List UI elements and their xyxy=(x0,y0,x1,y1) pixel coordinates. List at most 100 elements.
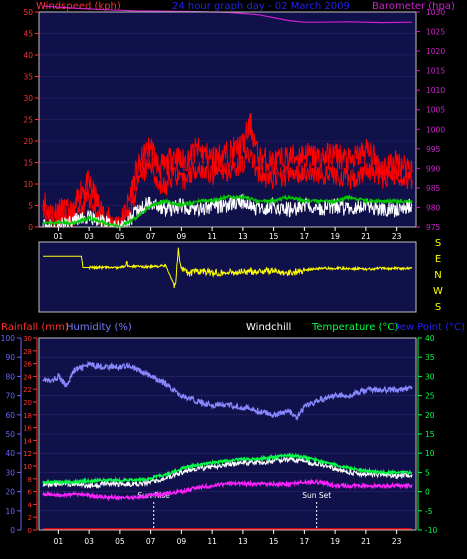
humidity-header: Humidity (%) xyxy=(66,322,132,333)
temperature-tick-label: 25 xyxy=(425,392,435,401)
temp-time-tick-label: 05 xyxy=(115,537,125,546)
rainfall-header: Rainfall (mm) xyxy=(1,322,69,333)
direction-panel-series xyxy=(43,247,413,289)
humidity-line xyxy=(42,360,413,422)
barometer-axis: 975 980 985 990 995 1000 1005 1010 1015 1020 1025 1… xyxy=(416,8,445,232)
rainfall-tick-label: 14 xyxy=(23,437,32,445)
wind-time-tick-label: 03 xyxy=(84,232,94,241)
barometer-tick-label: 990 xyxy=(426,164,441,173)
barometer-tick-label: 980 xyxy=(426,203,441,212)
rainfall-tick-label: 10 xyxy=(23,463,32,471)
temp-time-tick-label: 09 xyxy=(177,537,187,546)
compass-label: N xyxy=(434,270,441,281)
humidity-tick-label: 60 xyxy=(5,411,15,420)
temperature-tick-label: 20 xyxy=(425,411,435,420)
wind-time-tick-label: 17 xyxy=(300,232,310,241)
humidity-tick-label: 80 xyxy=(5,372,15,381)
humidity-tick-label: 70 xyxy=(5,392,15,401)
graph-title: 24 hour graph day - 02 March 2009 xyxy=(172,1,350,12)
temp-panel-series xyxy=(42,360,413,530)
humidity-tick-label: 30 xyxy=(5,468,15,477)
humidity-tick-label: 40 xyxy=(5,449,15,458)
windspeed-tick-label: 35 xyxy=(23,73,33,82)
compass-label: E xyxy=(435,254,441,265)
temp-panel-frame xyxy=(38,337,417,531)
temperature-tick-label: 10 xyxy=(425,449,435,458)
wind-time-tick-label: 05 xyxy=(115,232,125,241)
wind-time-tick-label: 13 xyxy=(238,232,248,241)
temperature-tick-label: 0 xyxy=(425,488,430,497)
rainfall-tick-label: 12 xyxy=(23,450,32,458)
wind-time-tick-label: 07 xyxy=(146,232,156,241)
wind-time-tick-label: 01 xyxy=(54,232,64,241)
temperature-tick-label: -5 xyxy=(425,507,433,516)
barometer-header: Barometer (hpa) xyxy=(372,1,455,12)
wind-time-tick-label: 19 xyxy=(330,232,340,241)
temp-time-tick-label: 17 xyxy=(300,537,310,546)
direction-panel-frame xyxy=(38,241,417,313)
barometer-tick-label: 1000 xyxy=(426,125,445,134)
temperature-tick-label: 5 xyxy=(425,468,430,477)
wind-time-axis: 01 03 05 07 09 11 13 15 17 19 21 23 xyxy=(54,227,402,241)
rainfall-tick-label: 26 xyxy=(23,361,32,369)
rainfall-tick-label: 28 xyxy=(23,348,32,356)
rainfall-tick-label: 16 xyxy=(23,425,32,433)
barometer-tick-label: 1010 xyxy=(426,86,445,95)
rainfall-tick-label: 20 xyxy=(23,399,32,407)
barometer-tick-label: 1025 xyxy=(426,28,445,37)
temperature-axis: -10 -5 0 5 10 15 20 25 30 35 40 xyxy=(418,334,437,535)
windspeed-tick-label: 15 xyxy=(23,159,33,168)
temperature-tick-label: 35 xyxy=(425,353,435,362)
barometer-tick-label: 1005 xyxy=(426,106,445,115)
rainfall-tick-label: 18 xyxy=(23,412,32,420)
barometer-tick-label: 1030 xyxy=(426,8,445,17)
rainfall-tick-label: 4 xyxy=(28,501,33,509)
wind-time-tick-label: 21 xyxy=(361,232,371,241)
windchill-line xyxy=(42,455,413,490)
temp-time-tick-label: 15 xyxy=(269,537,279,546)
temp-time-tick-label: 19 xyxy=(330,537,340,546)
rainfall-tick-label: 6 xyxy=(28,489,33,497)
windspeed-tick-label: 20 xyxy=(23,137,33,146)
windchill-header: Windchill xyxy=(246,322,291,333)
temp-time-tick-label: 11 xyxy=(207,537,217,546)
wind-time-tick-label: 09 xyxy=(177,232,187,241)
humidity-tick-label: 0 xyxy=(10,526,15,535)
rainfall-tick-label: 24 xyxy=(23,373,32,381)
dewpoint-header: Dew Point (°C) xyxy=(392,322,465,333)
temperature-tick-label: 40 xyxy=(425,334,435,343)
temp-time-axis: 01 03 05 07 09 11 13 15 17 19 21 23 xyxy=(54,530,402,546)
windspeed-tick-label: 50 xyxy=(23,8,33,17)
temp-time-tick-label: 07 xyxy=(146,537,156,546)
temperature-line xyxy=(42,452,413,486)
temperature-tick-label: 30 xyxy=(425,372,435,381)
sun-marker-label: Sun Set xyxy=(302,491,331,500)
windspeed-tick-label: 30 xyxy=(23,94,33,103)
barometer-line xyxy=(42,5,413,24)
rainfall-tick-label: 22 xyxy=(23,386,32,394)
temp-time-tick-label: 03 xyxy=(84,537,94,546)
temp-time-tick-label: 23 xyxy=(392,537,402,546)
humidity-axis: 0 10 20 30 40 50 60 70 80 90 100 xyxy=(1,334,21,535)
temp-time-tick-label: 13 xyxy=(238,537,248,546)
wind-direction-line xyxy=(43,247,413,289)
wind-time-tick-label: 11 xyxy=(207,232,217,241)
humidity-tick-label: 100 xyxy=(1,334,16,343)
windspeed-tick-label: 5 xyxy=(28,202,33,211)
rainfall-tick-label: 0 xyxy=(28,527,32,535)
windspeed-tick-label: 10 xyxy=(23,180,33,189)
barometer-tick-label: 1015 xyxy=(426,67,445,76)
windspeed-tick-label: 45 xyxy=(23,30,33,39)
rainfall-tick-label: 2 xyxy=(28,514,32,522)
barometer-tick-label: 1020 xyxy=(426,47,445,56)
rainfall-tick-label: 30 xyxy=(23,335,32,343)
compass-label: S xyxy=(435,302,441,313)
windspeed-tick-label: 40 xyxy=(23,51,33,60)
barometer-tick-label: 995 xyxy=(426,145,441,154)
wind-average-line xyxy=(42,194,413,230)
rainfall-tick-label: 8 xyxy=(28,476,32,484)
